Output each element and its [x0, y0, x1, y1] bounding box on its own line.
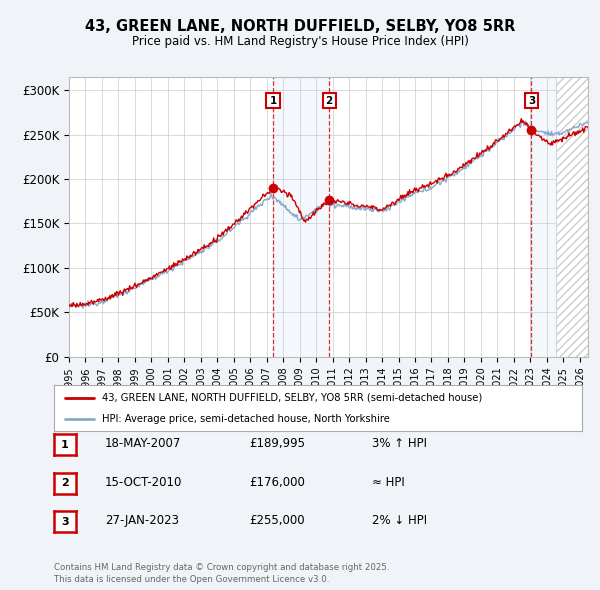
Bar	[273, 77, 329, 357]
Text: 3: 3	[61, 517, 68, 526]
Text: £255,000: £255,000	[249, 514, 305, 527]
Text: £176,000: £176,000	[249, 476, 305, 489]
Text: Price paid vs. HM Land Registry's House Price Index (HPI): Price paid vs. HM Land Registry's House …	[131, 35, 469, 48]
Bar	[556, 77, 588, 357]
Text: 3% ↑ HPI: 3% ↑ HPI	[372, 437, 427, 450]
Text: ≈ HPI: ≈ HPI	[372, 476, 405, 489]
Text: 18-MAY-2007: 18-MAY-2007	[105, 437, 181, 450]
Text: 43, GREEN LANE, NORTH DUFFIELD, SELBY, YO8 5RR (semi-detached house): 43, GREEN LANE, NORTH DUFFIELD, SELBY, Y…	[101, 392, 482, 402]
Text: HPI: Average price, semi-detached house, North Yorkshire: HPI: Average price, semi-detached house,…	[101, 414, 389, 424]
Text: 1: 1	[61, 440, 68, 450]
Bar	[532, 77, 556, 357]
Text: 2: 2	[61, 478, 68, 488]
Text: 15-OCT-2010: 15-OCT-2010	[105, 476, 182, 489]
Text: 3: 3	[528, 96, 535, 106]
Text: £189,995: £189,995	[249, 437, 305, 450]
Text: 43, GREEN LANE, NORTH DUFFIELD, SELBY, YO8 5RR: 43, GREEN LANE, NORTH DUFFIELD, SELBY, Y…	[85, 19, 515, 34]
Text: 2% ↓ HPI: 2% ↓ HPI	[372, 514, 427, 527]
Text: 1: 1	[269, 96, 277, 106]
Text: Contains HM Land Registry data © Crown copyright and database right 2025.
This d: Contains HM Land Registry data © Crown c…	[54, 563, 389, 584]
Text: 2: 2	[326, 96, 333, 106]
Text: 27-JAN-2023: 27-JAN-2023	[105, 514, 179, 527]
